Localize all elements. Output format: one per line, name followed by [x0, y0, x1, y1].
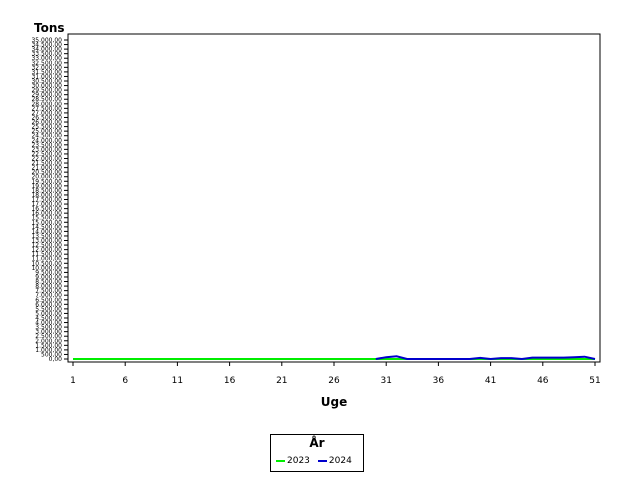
y-tick-label: 26.000,00 — [31, 119, 62, 126]
y-tick-label: 30.500,00 — [31, 78, 62, 85]
legend-item-2023: 2023 — [276, 456, 310, 466]
y-tick-label: 6.500,00 — [35, 297, 62, 304]
y-tick-label: 12.000,00 — [31, 247, 62, 254]
x-tick-label: 46 — [537, 376, 549, 386]
y-tick-label: 25.000,00 — [31, 128, 62, 135]
y-tick-label: 14.000,00 — [31, 228, 62, 235]
y-tick-label: 34.500,00 — [31, 42, 62, 49]
y-tick-label: 24.500,00 — [31, 133, 62, 140]
x-tick-label: 36 — [433, 376, 445, 386]
y-tick-label: 29.500,00 — [31, 87, 62, 94]
x-tick-label: 16 — [224, 376, 236, 386]
y-tick-label: 0,00 — [49, 356, 63, 363]
y-tick-label: 33.500,00 — [31, 51, 62, 58]
y-tick-label: 14.500,00 — [31, 224, 62, 231]
y-tick-label: 7.000,00 — [35, 292, 62, 299]
y-tick-label: 20.500,00 — [31, 169, 62, 176]
legend-swatch-2024 — [317, 460, 327, 462]
y-tick-label: 6.000,00 — [35, 301, 62, 308]
y-tick-label: 31.000,00 — [31, 73, 62, 80]
y-tick-label: 28.500,00 — [31, 96, 62, 103]
y-tick-label: 500,00 — [41, 351, 62, 358]
y-tick-label: 22.000,00 — [31, 155, 62, 162]
legend-label-2023: 2023 — [287, 456, 310, 466]
y-tick-label: 25.500,00 — [31, 124, 62, 131]
y-tick-label: 2.000,00 — [35, 338, 62, 345]
y-tick-label: 22.500,00 — [31, 151, 62, 158]
y-tick-label: 13.500,00 — [31, 233, 62, 240]
y-tick-label: 11.500,00 — [31, 251, 62, 258]
y-tick-label: 18.500,00 — [31, 187, 62, 194]
y-tick-label: 27.000,00 — [31, 110, 62, 117]
y-tick-label: 8.500,00 — [35, 279, 62, 286]
y-tick-label: 35.000,00 — [31, 37, 62, 44]
y-tick-label: 33.000,00 — [31, 55, 62, 62]
y-tick-label: 4.500,00 — [35, 315, 62, 322]
y-tick-label: 28.000,00 — [31, 101, 62, 108]
y-tick-label: 12.500,00 — [31, 242, 62, 249]
y-tick-label: 29.000,00 — [31, 92, 62, 99]
y-tick-label: 3.000,00 — [35, 329, 62, 336]
y-tick-label: 17.500,00 — [31, 197, 62, 204]
x-axis-title: Uge — [321, 395, 347, 409]
x-tick-label: 21 — [276, 376, 287, 386]
y-tick-label: 10.500,00 — [31, 260, 62, 267]
y-tick-label: 7.500,00 — [35, 288, 62, 295]
y-tick-label: 34.000,00 — [31, 46, 62, 53]
x-tick-label: 1 — [70, 376, 76, 386]
y-tick-label: 4.000,00 — [35, 320, 62, 327]
legend-title: År — [309, 436, 325, 450]
y-tick-label: 30.000,00 — [31, 83, 62, 90]
series-line-2024 — [375, 355, 596, 361]
y-tick-label: 9.500,00 — [35, 269, 62, 276]
y-tick-label: 18.000,00 — [31, 192, 62, 199]
y-tick-label: 16.000,00 — [31, 210, 62, 217]
y-axis: 0,00500,001.000,001.500,002.000,002.500,… — [31, 37, 68, 363]
legend-item-2024: 2024 — [317, 456, 352, 466]
legend-items: 2023 2024 — [276, 456, 359, 466]
y-tick-label: 9.000,00 — [35, 274, 62, 281]
y-tick-label: 21.500,00 — [31, 160, 62, 167]
plot-area — [67, 33, 601, 363]
x-tick-label: 51 — [589, 376, 600, 386]
y-tick-label: 23.000,00 — [31, 146, 62, 153]
y-tick-label: 32.000,00 — [31, 64, 62, 71]
y-tick-label: 11.000,00 — [31, 256, 62, 263]
x-tick-label: 11 — [172, 376, 183, 386]
legend: År 2023 2024 — [270, 434, 364, 472]
y-tick-label: 20.000,00 — [31, 174, 62, 181]
y-tick-label: 32.500,00 — [31, 60, 62, 67]
y-tick-label: 1.500,00 — [35, 342, 62, 349]
y-tick-label: 27.500,00 — [31, 105, 62, 112]
y-tick-label: 1.000,00 — [35, 347, 62, 354]
y-tick-label: 3.500,00 — [35, 324, 62, 331]
series-layer — [73, 355, 596, 361]
x-tick-label: 6 — [122, 376, 128, 386]
y-tick-label: 21.000,00 — [31, 165, 62, 172]
y-tick-label: 19.000,00 — [31, 183, 62, 190]
y-tick-label: 31.500,00 — [31, 69, 62, 76]
y-tick-label: 2.500,00 — [35, 333, 62, 340]
x-tick-label: 41 — [485, 376, 496, 386]
legend-swatch-2023 — [276, 460, 285, 462]
x-axis: 1 6 11 16 21 26 31 36 41 46 51 — [70, 362, 601, 386]
y-tick-label: 13.000,00 — [31, 238, 62, 245]
x-tick-label: 31 — [380, 376, 391, 386]
y-tick-label: 8.000,00 — [35, 283, 62, 290]
y-tick-label: 5.500,00 — [35, 306, 62, 313]
legend-label-2024: 2024 — [328, 456, 352, 466]
x-tick-label: 26 — [328, 376, 340, 386]
y-tick-label: 5.000,00 — [35, 310, 62, 317]
y-tick-label: 26.500,00 — [31, 114, 62, 121]
y-tick-label: 19.500,00 — [31, 178, 62, 185]
y-tick-label: 16.500,00 — [31, 206, 62, 213]
y-tick-label: 15.500,00 — [31, 215, 62, 222]
y-tick-label: 23.500,00 — [31, 142, 62, 149]
y-tick-label: 17.000,00 — [31, 201, 62, 208]
y-axis-title: Tons — [34, 21, 65, 35]
y-tick-label: 10.000,00 — [31, 265, 62, 272]
y-tick-label: 24.000,00 — [31, 137, 62, 144]
y-tick-label: 15.000,00 — [31, 219, 62, 226]
